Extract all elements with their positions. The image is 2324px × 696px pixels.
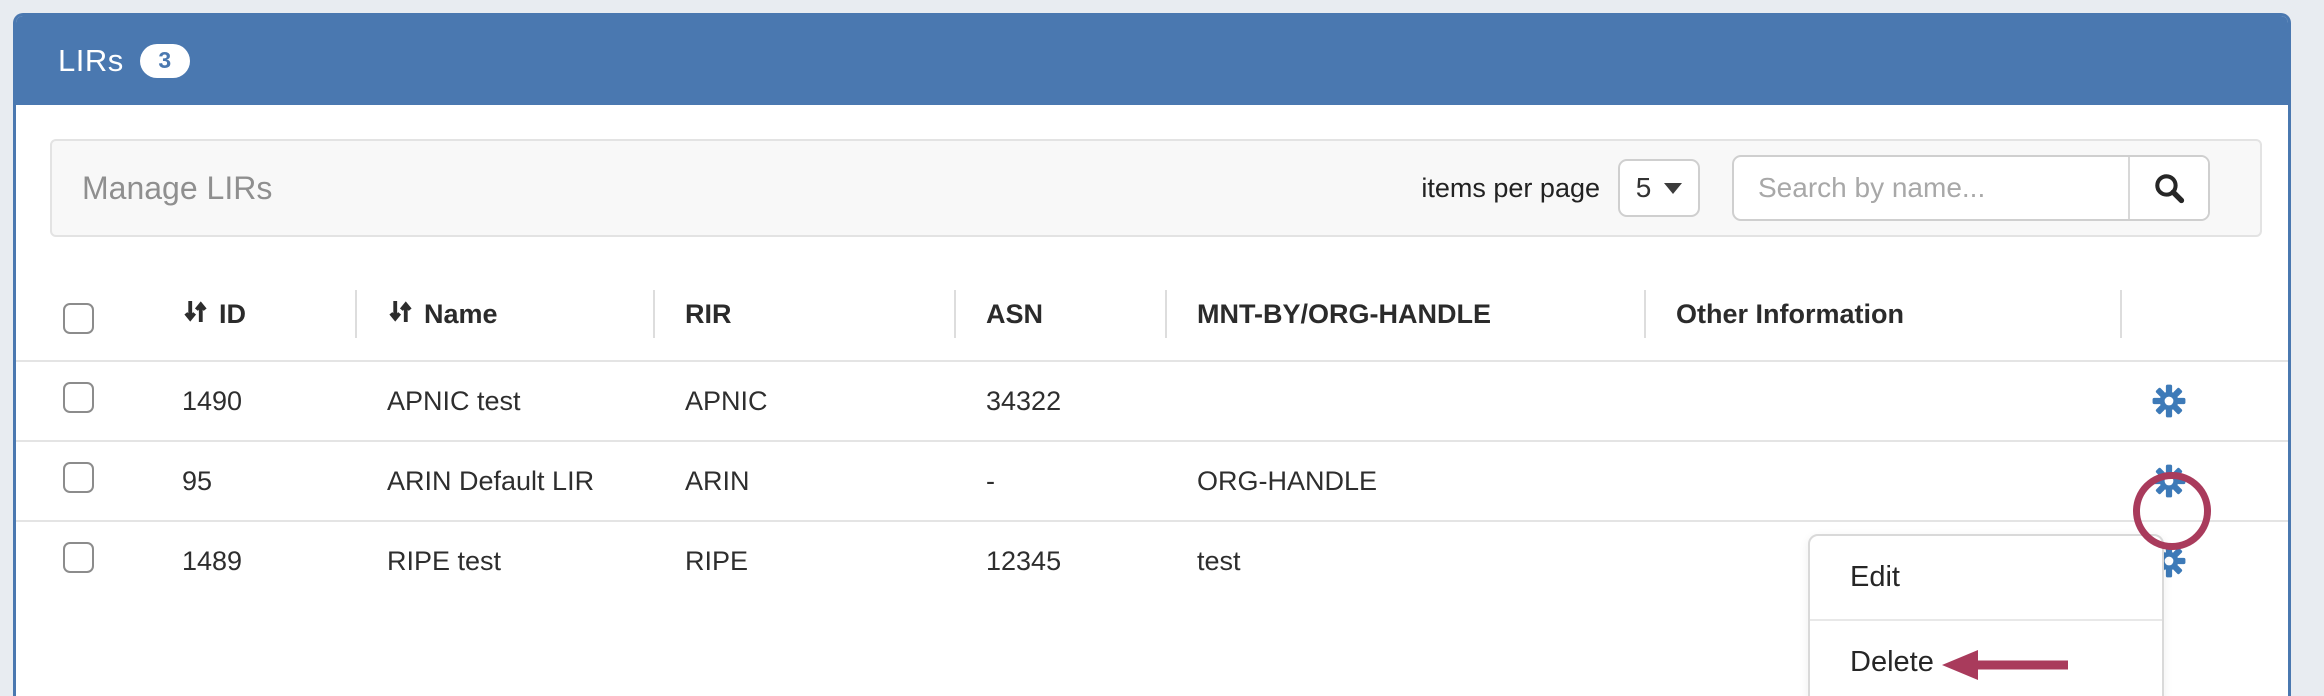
cell-mnt: test <box>1197 545 1241 576</box>
search-input[interactable] <box>1734 157 2128 219</box>
row-checkbox[interactable] <box>63 462 94 493</box>
toolbar: items per page 5 <box>1421 155 2210 221</box>
column-header-label: Name <box>424 299 498 329</box>
column-header-name[interactable]: Name <box>355 237 653 360</box>
row-actions-menu: Edit Delete <box>1808 534 2164 696</box>
lirs-card: LIRs 3 Manage LIRs items per page 5 <box>13 13 2291 696</box>
menu-item-edit[interactable]: Edit <box>1850 561 1900 593</box>
cell-mnt: ORG-HANDLE <box>1197 465 1378 496</box>
gear-icon <box>2152 384 2186 418</box>
column-header-asn: ASN <box>954 237 1165 360</box>
column-header-rir: RIR <box>653 237 954 360</box>
count-badge: 3 <box>139 43 190 78</box>
column-header-actions <box>2120 237 2288 360</box>
cell-asn: 12345 <box>986 545 1062 576</box>
page-title: LIRs <box>58 42 124 78</box>
items-per-page-select[interactable]: 5 <box>1618 159 1700 217</box>
magnifier-icon <box>2151 170 2187 206</box>
select-all-checkbox[interactable] <box>63 303 94 334</box>
table-row: 95 ARIN Default LIR ARIN - ORG-HANDLE <box>16 440 2288 520</box>
table-header-row: ID Name RIR ASN <box>16 237 2288 360</box>
column-header-other: Other Information <box>1644 237 2120 360</box>
search-button[interactable] <box>2128 157 2208 219</box>
cell-rir: RIPE <box>685 545 749 576</box>
chevron-down-icon <box>1664 182 1683 194</box>
cell-id: 1490 <box>182 385 243 416</box>
cell-id: 95 <box>182 465 213 496</box>
column-header-label: ASN <box>986 299 1044 329</box>
column-header-label: MNT-BY/ORG-HANDLE <box>1197 299 1491 329</box>
column-header-mnt: MNT-BY/ORG-HANDLE <box>1165 237 1644 360</box>
sort-arrows-icon <box>182 297 209 333</box>
items-per-page-value: 5 <box>1635 172 1652 203</box>
sort-arrows-icon <box>387 297 414 333</box>
cell-asn: - <box>986 465 995 496</box>
card-header: LIRs 3 <box>16 16 2288 105</box>
column-header-id[interactable]: ID <box>150 237 355 360</box>
row-checkbox[interactable] <box>63 542 94 573</box>
row-actions-gear-button[interactable] <box>2152 464 2186 498</box>
column-header-label: RIR <box>685 299 732 329</box>
row-actions-gear-button[interactable] <box>2152 384 2186 418</box>
search-group <box>1732 155 2210 221</box>
table-row: 1490 APNIC test APNIC 34322 <box>16 360 2288 440</box>
table-row: 1489 RIPE test RIPE 12345 test <box>16 520 2288 600</box>
cell-rir: APNIC <box>685 385 768 416</box>
lir-table: ID Name RIR ASN <box>16 237 2288 600</box>
cell-rir: ARIN <box>685 465 750 496</box>
cell-name: APNIC test <box>387 385 521 416</box>
column-header-label: ID <box>219 299 246 329</box>
items-per-page-label: items per page <box>1421 172 1600 203</box>
manage-panel: Manage LIRs items per page 5 <box>50 139 2262 237</box>
cell-name: RIPE test <box>387 545 502 576</box>
cell-asn: 34322 <box>986 385 1062 416</box>
cell-name: ARIN Default LIR <box>387 465 595 496</box>
panel-title: Manage LIRs <box>82 169 273 206</box>
row-checkbox[interactable] <box>63 382 94 413</box>
gear-icon <box>2152 464 2186 498</box>
menu-item-delete[interactable]: Delete <box>1810 619 2162 696</box>
card-body: Manage LIRs items per page 5 <box>16 139 2288 696</box>
header-cell-checkbox <box>16 237 150 360</box>
cell-id: 1489 <box>182 545 243 576</box>
column-header-label: Other Information <box>1676 299 1904 329</box>
